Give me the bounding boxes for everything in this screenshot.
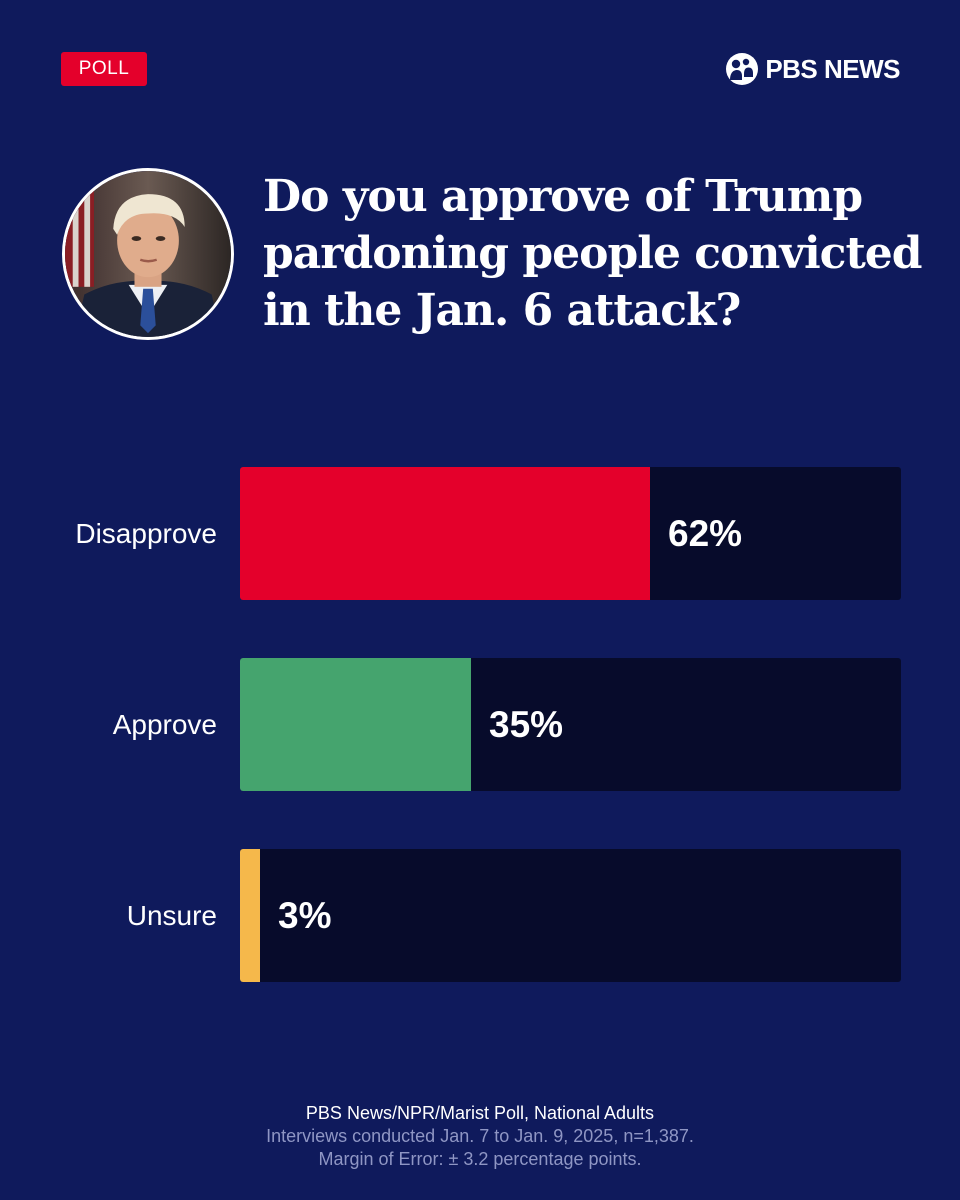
source-line: PBS News/NPR/Marist Poll, National Adult… — [305, 1103, 655, 1123]
avatar — [62, 168, 234, 340]
bar-approve — [240, 658, 471, 791]
category-label-disapprove: Disapprove — [75, 517, 217, 549]
poll-badge: POLL — [61, 52, 147, 86]
source-footer: PBS News/NPR/Marist Poll, National Adult… — [0, 1102, 960, 1171]
pbs-logo-icon — [726, 53, 759, 85]
poll-question: Do you approve of Trump pardoning people… — [263, 171, 923, 336]
interviews-line: Interviews conducted Jan. 7 to Jan. 9, 2… — [266, 1126, 694, 1146]
value-label-disapprove: 62% — [668, 512, 743, 554]
pbs-news-brand: PBS NEWS — [725, 52, 900, 86]
brand-name: PBS NEWS — [765, 53, 900, 84]
bar-unsure — [240, 849, 260, 982]
category-label-approve: Approve — [112, 708, 217, 740]
bar-track-unsure: 3% — [240, 849, 901, 982]
margin-of-error-line: Margin of Error: ± 3.2 percentage points… — [318, 1149, 642, 1169]
value-label-approve: 35% — [489, 703, 564, 745]
portrait-image — [65, 171, 231, 337]
bar-disapprove — [240, 467, 650, 600]
value-label-unsure: 3% — [278, 894, 332, 936]
category-label-unsure: Unsure — [126, 899, 217, 931]
bar-track-disapprove: 62% — [240, 467, 901, 600]
bar-track-approve: 35% — [240, 658, 901, 791]
